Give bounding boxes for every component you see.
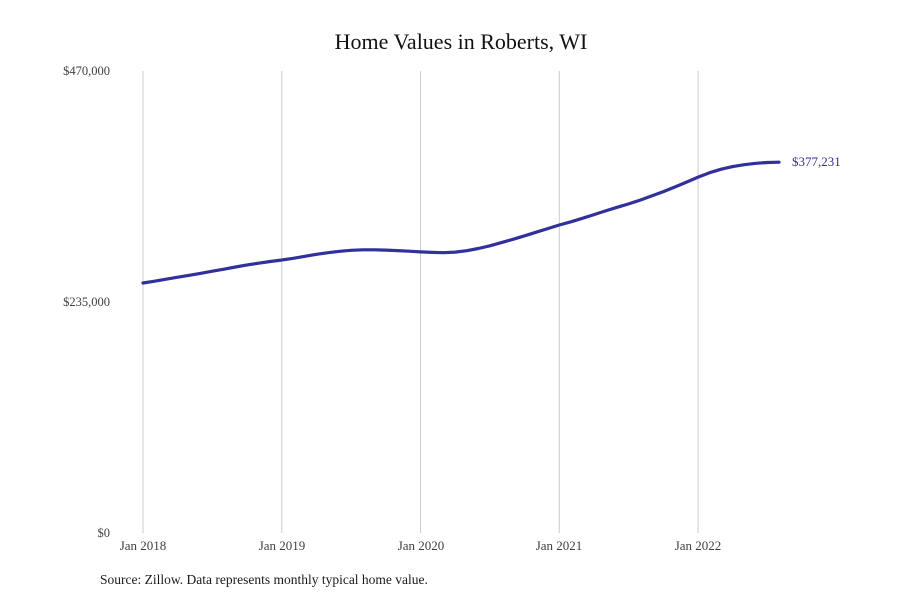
final-value-label: $377,231: [792, 154, 841, 169]
y-tick-label: $0: [97, 526, 111, 540]
y-tick-label: $470,000: [63, 64, 110, 78]
y-tick-label: $235,000: [63, 295, 110, 309]
x-tick-label: Jan 2019: [258, 538, 306, 553]
x-tick-label: Jan 2018: [119, 538, 167, 553]
x-tick-label: Jan 2022: [674, 538, 722, 553]
chart-title: Home Values in Roberts, WI: [334, 29, 588, 54]
source-note: Source: Zillow. Data represents monthly …: [100, 572, 428, 587]
vertical-gridlines: [142, 71, 699, 533]
x-tick-label: Jan 2021: [535, 538, 583, 553]
home-value-line: [141, 160, 781, 285]
x-tick-label: Jan 2020: [397, 538, 445, 553]
